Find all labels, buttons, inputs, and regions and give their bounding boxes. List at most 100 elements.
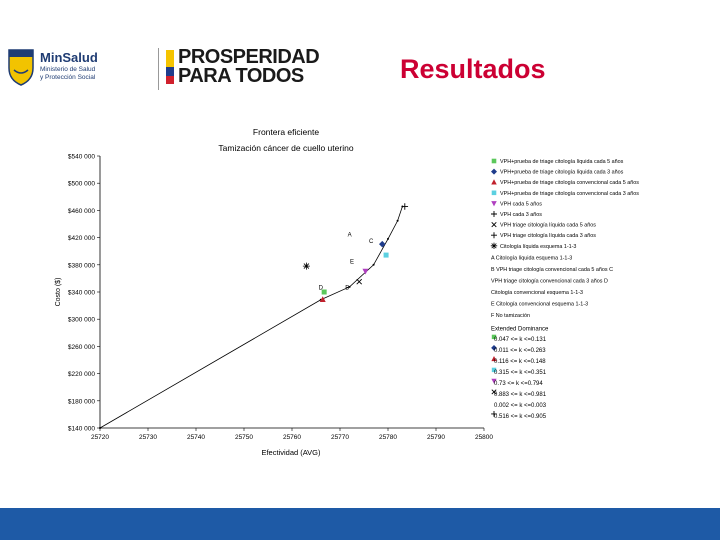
legend-abbrev: A Citología líquida esquema 1-1-3 — [491, 255, 572, 261]
frontier-point — [387, 237, 389, 240]
x-tick-label: 25730 — [139, 434, 157, 441]
cost-effectiveness-chart: Frontera eficiente Tamización cáncer de … — [55, 127, 639, 457]
minsalud-logo: MinSalud Ministerio de Salud y Protecció… — [6, 44, 156, 94]
dominance-entry: 0.011 <= k <=0.263 — [494, 348, 546, 354]
data-point — [319, 296, 326, 302]
legend-entry: VPH triage citología líquida cada 3 años — [500, 233, 596, 239]
y-tick-label: $340 000 — [68, 290, 95, 297]
frontier-point — [99, 427, 101, 429]
x-tick-label: 25770 — [331, 434, 349, 441]
minsalud-name: MinSalud — [40, 50, 98, 65]
dominance-marker — [491, 345, 497, 351]
dominance-entry: 0.002 <= k <=0.003 — [494, 403, 547, 409]
dominance-entry: 0.116 <= k <=0.148 — [494, 359, 546, 365]
data-point — [356, 278, 363, 285]
legend-abbrev: F No tamización — [491, 313, 530, 319]
point-annotation: A — [348, 232, 352, 238]
chart-title: Frontera eficiente — [253, 127, 319, 137]
legend-abbrev: VPH triage citología convencional cada 3… — [491, 278, 608, 284]
slide-title: Resultados — [400, 54, 546, 84]
dominance-entry: 0.73 <= k <=0.794 — [494, 381, 543, 387]
legend-abbrev: E Citología convencional esquema 1-1-3 — [491, 301, 588, 307]
y-tick-label: $180 000 — [68, 398, 95, 405]
dominance-marker — [491, 356, 497, 362]
legend-entry: VPH cada 3 años — [500, 212, 542, 218]
y-tick-label: $380 000 — [68, 262, 95, 269]
y-tick-label: $420 000 — [68, 235, 95, 242]
frontier-point — [396, 219, 399, 222]
legend-marker — [491, 158, 497, 164]
x-tick-label: 25720 — [91, 434, 109, 441]
dominance-entry: 0.047 <= k <=0.131 — [494, 337, 547, 343]
legend-marker — [490, 242, 498, 250]
legend-entry: VPH triage citología líquida cada 5 años — [500, 223, 596, 229]
dominance-marker — [491, 378, 497, 384]
point-annotation: D — [319, 285, 324, 291]
data-point — [302, 262, 310, 270]
prosperidad-line1: PROSPERIDAD — [178, 46, 320, 68]
chart-subtitle: Tamización cáncer de cuello uterino — [218, 143, 353, 153]
legend-marker — [491, 179, 497, 185]
dominance-entry: 0.883 <= k <=0.981 — [494, 392, 547, 398]
x-tick-label: 25780 — [379, 434, 397, 441]
data-point — [362, 268, 369, 275]
flag-icon — [166, 50, 174, 84]
efficient-frontier-line — [99, 206, 403, 429]
legend-entry: VPH+prueba de triage citología convencio… — [500, 180, 639, 186]
y-tick-label: $220 000 — [68, 371, 95, 378]
prosperidad-logo: PROSPERIDAD PARA TODOS — [166, 46, 320, 90]
data-point — [383, 252, 389, 258]
minsalud-subtitle: Ministerio de Salud y Protección Social — [40, 66, 120, 82]
frontier-point — [348, 285, 351, 288]
legend-entry: VPH+prueba de triage citología líquida c… — [500, 159, 624, 165]
dominance-marker — [491, 389, 497, 395]
dominance-entry: 0.516 <= k <=0.905 — [494, 414, 547, 420]
legend-entry: Citología líquida esquema 1-1-3 — [500, 244, 576, 250]
legend-marker — [491, 211, 497, 217]
y-tick-label: $460 000 — [68, 208, 95, 215]
point-annotation: B — [345, 285, 349, 291]
y-tick-label: $140 000 — [68, 426, 95, 433]
legend-marker — [491, 168, 497, 175]
plot-area: $140 000 $180 000 $220 000 $260 000 $300 000… — [68, 154, 494, 442]
logo-divider — [158, 48, 159, 90]
x-axis-label: Efectividad (AVG) — [261, 448, 321, 457]
data-point — [378, 240, 386, 248]
legend-abbrev: B VPH triage citología convencional cada… — [491, 267, 613, 273]
coat-of-arms-icon — [8, 49, 34, 86]
legend-entry: VPH+prueba de triage citología líquida c… — [500, 170, 624, 176]
legend-marker — [491, 221, 497, 228]
x-tick-label: 25760 — [283, 434, 301, 441]
legend-marker — [491, 201, 497, 207]
data-point — [321, 289, 327, 295]
legend-entry: VPH+prueba de triage citología convencio… — [500, 191, 639, 197]
minsalud-sub-line1: Ministerio de Salud — [40, 66, 96, 73]
chart-legend: VPH+prueba de triage citología líquida c… — [490, 158, 639, 420]
y-tick-label: $300 000 — [68, 317, 95, 324]
prosperidad-line2: PARA TODOS — [178, 65, 304, 87]
y-tick-label: $500 000 — [68, 181, 95, 188]
x-tick-label: 25800 — [475, 434, 493, 441]
minsalud-sub-line2: y Protección Social — [40, 74, 96, 81]
y-tick-label: $260 000 — [68, 344, 95, 351]
bottom-bar — [0, 508, 720, 540]
point-annotation: C — [369, 239, 374, 245]
dominance-marker — [491, 411, 497, 417]
dominance-title: Extended Dominance — [491, 326, 549, 332]
legend-marker — [491, 190, 497, 196]
y-tick-label: $540 000 — [68, 154, 95, 161]
dominance-entry: 0.315 <= k <=0.351 — [494, 370, 547, 376]
data-point — [401, 203, 409, 210]
legend-marker — [491, 232, 497, 239]
dominance-marker — [491, 367, 497, 373]
frontier-point — [372, 263, 375, 266]
x-tick-label: 25750 — [235, 434, 253, 441]
x-tick-label: 25740 — [187, 434, 205, 441]
x-tick-label: 25790 — [427, 434, 445, 441]
prosperidad-text: PROSPERIDAD PARA TODOS — [178, 46, 320, 87]
dominance-marker — [491, 334, 497, 340]
legend-entry: VPH cada 5 años — [500, 201, 542, 207]
legend-abbrev: Citología convencional esquema 1-1-3 — [491, 290, 583, 296]
point-annotation: E — [350, 260, 354, 266]
y-axis-label: Costo ($) — [55, 278, 62, 307]
